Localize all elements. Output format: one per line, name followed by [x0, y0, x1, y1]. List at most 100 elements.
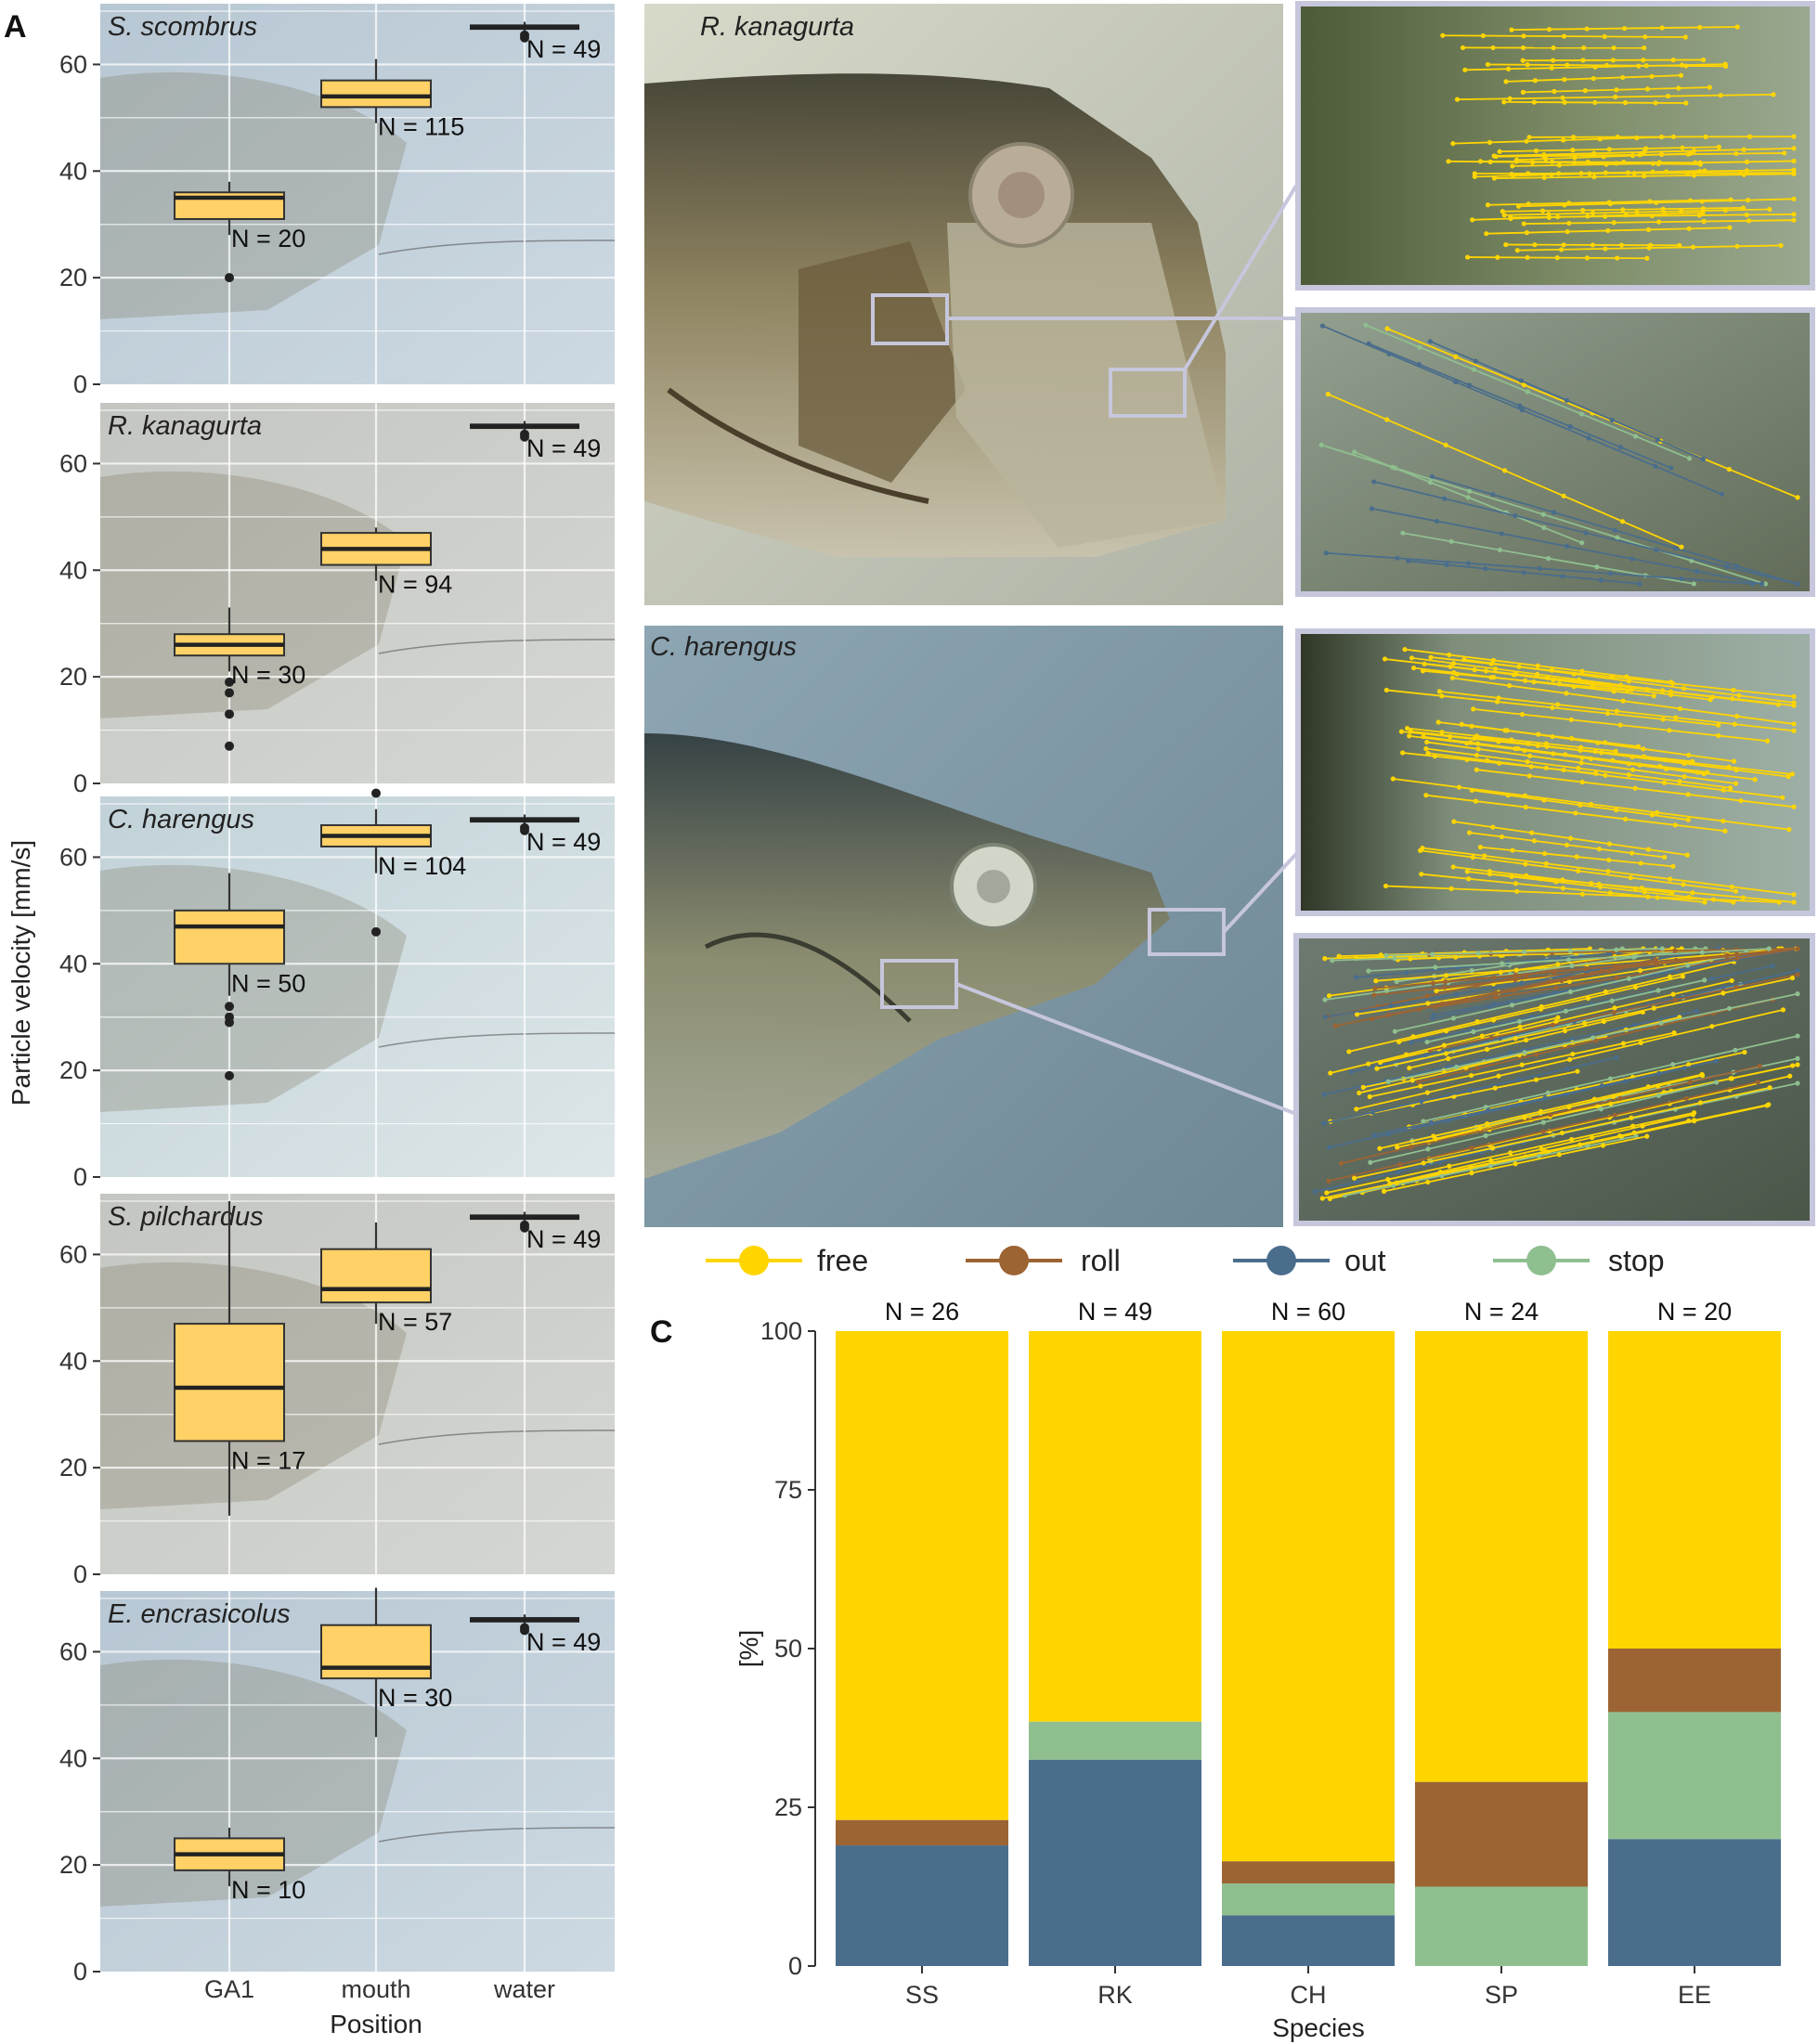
particle-point [1531, 838, 1538, 844]
particle-point [1683, 100, 1689, 106]
photo-r-kanagurta: R. kanagurta [644, 4, 1298, 605]
particle-point [1369, 506, 1375, 511]
bar-segment-out [1222, 1915, 1395, 1966]
particle-point [1513, 1036, 1518, 1041]
particle-point [1642, 174, 1647, 179]
box-ga1: N = 50 [174, 873, 305, 1080]
y-tick-label: 60 [59, 50, 87, 78]
particle-point [1454, 1064, 1460, 1070]
particle-point [1620, 1041, 1627, 1046]
particle-point [1653, 957, 1658, 963]
particle-point [1447, 652, 1452, 658]
outlier-point [225, 688, 234, 698]
particle-point [1442, 496, 1448, 501]
particle-point [1432, 754, 1437, 759]
particle-point [1561, 767, 1566, 773]
particle-point [1733, 1047, 1738, 1054]
particle-point [1683, 63, 1689, 69]
particle-point [1419, 1098, 1424, 1105]
particle-point [1330, 958, 1335, 964]
particle-point [1520, 58, 1526, 63]
outlier-point [520, 1220, 529, 1230]
n-label: N = 49 [526, 1225, 601, 1253]
particle-point [1475, 746, 1481, 752]
particle-point [1631, 1022, 1638, 1028]
particle-point [1529, 830, 1535, 835]
particle-point [1655, 436, 1660, 443]
particle-point [1417, 344, 1422, 350]
particle-point [1409, 655, 1415, 661]
particle-point [1641, 58, 1646, 63]
particle-point [1611, 220, 1617, 226]
particle-point [1570, 148, 1576, 153]
particle-point [1677, 242, 1682, 248]
particle-point [1755, 1080, 1760, 1085]
n-label: N = 49 [526, 1628, 601, 1656]
particle-point [1697, 162, 1703, 167]
particle-point [1429, 951, 1435, 957]
particle-point [1425, 1179, 1431, 1185]
particle-point [1734, 714, 1740, 719]
particle-point [1521, 33, 1526, 39]
particle-point [1791, 693, 1797, 700]
particle-point [1524, 138, 1529, 144]
particle-point [1474, 752, 1480, 758]
particle-point [1526, 773, 1532, 779]
particle-point [1780, 795, 1786, 800]
y-tick-label: 75 [774, 1476, 802, 1504]
particle-point [1563, 1008, 1569, 1014]
x-tick-label: CH [1291, 1981, 1327, 2009]
particle-point [1383, 883, 1389, 889]
particle-point [1464, 869, 1470, 874]
particle-point [1562, 1028, 1568, 1034]
particle-point [1534, 671, 1540, 677]
particle-point [1613, 94, 1618, 100]
particle-point [1326, 993, 1332, 999]
inset-c-harengus-mouth [1295, 628, 1815, 916]
x-tick-water: water [493, 1975, 555, 2003]
particle-point [1540, 511, 1546, 517]
particle-point [1564, 397, 1569, 403]
particle-point [1600, 1143, 1606, 1148]
box-ga1: N = 20 [174, 181, 305, 283]
particle-point [1424, 739, 1430, 745]
particle-point [1576, 868, 1581, 873]
particle-point [1434, 518, 1440, 524]
particle-point [1699, 1072, 1706, 1079]
particle-point [1467, 382, 1473, 388]
box-body [174, 1323, 285, 1442]
particle-point [1480, 32, 1486, 39]
particle-point [1500, 209, 1505, 214]
particle-point [1686, 456, 1693, 461]
particle-point [1641, 746, 1646, 752]
particle-point [1680, 974, 1685, 979]
bar-ee: N = 20 EE [1608, 1298, 1781, 2009]
particle-point [1617, 445, 1624, 450]
particle-point [1629, 556, 1635, 562]
particle-point [1421, 1119, 1426, 1124]
particle-point [1572, 160, 1578, 166]
particle-point [1760, 581, 1765, 587]
particle-point [1449, 675, 1455, 680]
particle-point [1443, 973, 1449, 978]
particle-point [1396, 1039, 1402, 1044]
particle-point [1488, 1158, 1494, 1163]
particle-point [1775, 702, 1781, 707]
particle-point [1560, 877, 1565, 883]
particle-point [1508, 1050, 1513, 1055]
particle-point [1766, 1102, 1772, 1107]
particle-point [1709, 1024, 1715, 1029]
particle-point [1578, 802, 1583, 808]
particle-point [1551, 45, 1556, 51]
particle-point [1501, 99, 1507, 105]
particle-point [1523, 804, 1528, 810]
particle-point [1490, 1145, 1496, 1151]
particle-point [1580, 58, 1586, 63]
box-body [320, 1248, 432, 1304]
particle-point [1487, 159, 1493, 164]
particle-point [1513, 977, 1518, 982]
particle-point [1510, 163, 1515, 169]
particle-point [1505, 66, 1512, 71]
particle-point [1685, 151, 1691, 157]
particle-point [1490, 824, 1496, 830]
